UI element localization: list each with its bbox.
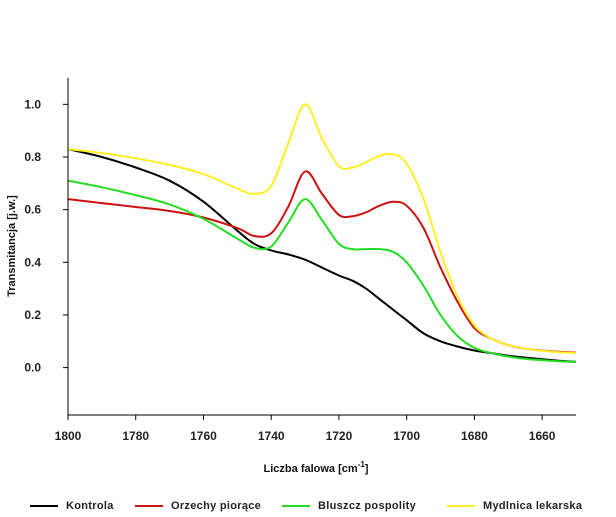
x-tick-label: 1680	[461, 429, 488, 443]
series-line-orzechy-piorace	[67, 170, 577, 354]
legend-label-orzechy: Orzechy piorące	[171, 500, 262, 512]
legend-item-orzechy: Orzechy piorące	[135, 496, 261, 516]
y-tick-label: 0.6	[24, 203, 41, 217]
y-tick-label: 0.8	[24, 150, 41, 164]
x-axis-title: Liczba falowa [cm-1]	[264, 460, 369, 475]
legend-label-kontrola: Kontrola	[66, 500, 114, 512]
y-axis-title: Transmitancja [j.w.]	[6, 195, 18, 297]
x-axis-title-end: ]	[365, 463, 369, 475]
x-axis-title-main: Liczba falowa [cm	[264, 463, 358, 475]
chart-area: 0.00.20.40.60.81.0 1800 1780 1760 1740 1720 1…	[6, 78, 577, 475]
x-tick-label: 1780	[122, 429, 149, 443]
legend-swatch-orzechy	[135, 505, 163, 507]
y-tick-label: 0.4	[24, 255, 41, 269]
legend-item-bluszcz: Bluszcz pospolity	[282, 496, 416, 516]
legend-label-mydlnica: Mydlnica lekarska	[483, 500, 583, 512]
series-line-mydlnica-lekarska	[67, 103, 577, 355]
y-tick-label: 1.0	[24, 97, 41, 111]
x-tick-label: 1800	[55, 429, 82, 443]
legend-item-mydlnica: Mydlnica lekarska	[447, 496, 582, 516]
legend-swatch-mydlnica	[447, 505, 475, 507]
x-tick-label: 1720	[326, 429, 353, 443]
x-tick-label: 1660	[529, 429, 556, 443]
series-line-kontrola	[67, 148, 577, 363]
legend-swatch-bluszcz	[282, 505, 310, 507]
legend-item-kontrola: Kontrola	[30, 496, 114, 516]
legend-label-bluszcz: Bluszcz pospolity	[318, 500, 416, 512]
y-tick-label: 0.0	[24, 361, 41, 375]
y-tick-label: 0.2	[24, 308, 41, 322]
legend-swatch-kontrola	[30, 505, 58, 507]
x-tick-label: 1740	[258, 429, 285, 443]
y-ticks: 0.0 0.2 0.4 0.6 0.8 1.0	[24, 97, 68, 375]
series-line-bluszcz-pospolity	[67, 179, 577, 363]
x-axis-title-sup: -1	[358, 460, 366, 469]
legend: Kontrola Orzechy piorące Bluszcz pospoli…	[0, 496, 616, 516]
plot-lines	[67, 103, 577, 363]
x-tick-label: 1760	[190, 429, 217, 443]
x-tick-label: 1700	[393, 429, 420, 443]
x-ticks: 1800 1780 1760 1740 1720 1700 1680 1660	[55, 415, 556, 443]
